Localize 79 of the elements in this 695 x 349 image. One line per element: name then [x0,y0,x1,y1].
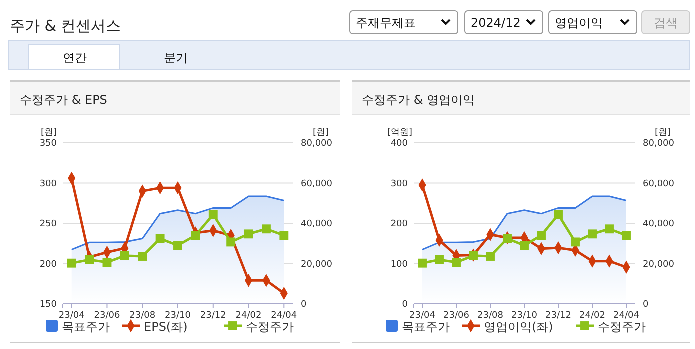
legend-label: 수정주가 [246,320,294,334]
point [588,230,597,239]
point [226,238,236,247]
point [85,255,94,264]
x-tick-label: 23/06 [94,311,120,321]
point [452,258,461,268]
x-tick-label: 24/04 [271,311,298,321]
x-tick-label: 23/06 [444,311,470,321]
y-tick-label: 150 [40,300,58,310]
point [418,258,427,268]
y2-tick-label: 40,000 [643,220,675,230]
x-tick-label: 23/12 [546,311,572,321]
point [605,224,614,234]
y2-tick-label: 0 [301,300,307,310]
point [208,210,218,220]
x-tick-label: 23/10 [165,311,192,321]
legend-label: 수정주가 [598,320,646,334]
text: 주재무제표 [356,16,416,30]
point [435,255,444,264]
point [102,258,112,268]
y2-tick-label: 20,000 [643,260,675,270]
point [554,210,563,220]
y-axis-title: [원] [40,128,58,138]
y2-tick-label: 40,000 [301,220,333,230]
point [571,238,580,247]
y2-axis-title: [원] [312,128,330,138]
point [244,230,254,239]
point [520,241,529,250]
x-tick-label: 23/08 [478,311,504,321]
point [503,234,512,244]
y-tick-label: 200 [40,260,58,270]
point [537,231,546,240]
point [469,251,478,260]
legend-label: 목표주가 [402,320,450,334]
x-tick-label: 23/08 [130,311,156,321]
y2-tick-label: 80,000 [301,139,333,149]
x-tick-label: 23/04 [410,311,436,321]
text: 주가 & 컨센서스 [10,17,122,35]
chart-title: 수정주가 & EPS [20,93,108,107]
point [67,258,76,268]
x-tick-label: 23/10 [512,311,538,321]
x-tick-label: 24/04 [614,311,640,321]
point [280,231,289,240]
x-tick-label: 23/04 [58,311,86,321]
point [486,252,495,261]
x-tick-label: 24/02 [236,311,262,321]
y-tick-label: 350 [40,139,58,149]
y-tick-label: 200 [390,220,408,230]
legend-label: 목표주가 [62,320,110,334]
legend-label: 영업이익(좌) [484,320,554,334]
y-tick-label: 100 [390,260,408,270]
y-tick-label: 0 [402,300,408,310]
x-tick-label: 23/12 [200,311,226,321]
legend-label: EPS(좌) [144,320,188,334]
y-tick-label: 400 [390,139,408,149]
y-axis-title: [억원] [387,128,413,138]
point [156,234,165,244]
y2-tick-label: 80,000 [643,139,675,149]
point [120,251,130,260]
point [138,252,148,261]
point [174,241,182,250]
point [191,231,200,240]
text: 분기 [164,51,188,65]
y2-tick-label: 60,000 [301,179,333,190]
x-tick-label: 24/02 [580,311,606,321]
text: 검색 [654,16,678,30]
y2-tick-label: 60,000 [643,179,675,190]
text: 2024/12 [471,16,521,30]
y2-tick-label: 20,000 [301,260,333,270]
y2-tick-label: 0 [643,300,649,310]
text: 연간 [63,51,87,65]
y2-axis-title: [원] [654,128,672,138]
chart-title: 수정주가 & 영업이익 [362,93,475,107]
point [262,224,271,234]
y-tick-label: 300 [40,179,58,190]
y-tick-label: 250 [40,220,58,230]
y-tick-label: 300 [390,179,408,190]
text: 영업이익 [555,16,603,30]
point [622,231,631,240]
